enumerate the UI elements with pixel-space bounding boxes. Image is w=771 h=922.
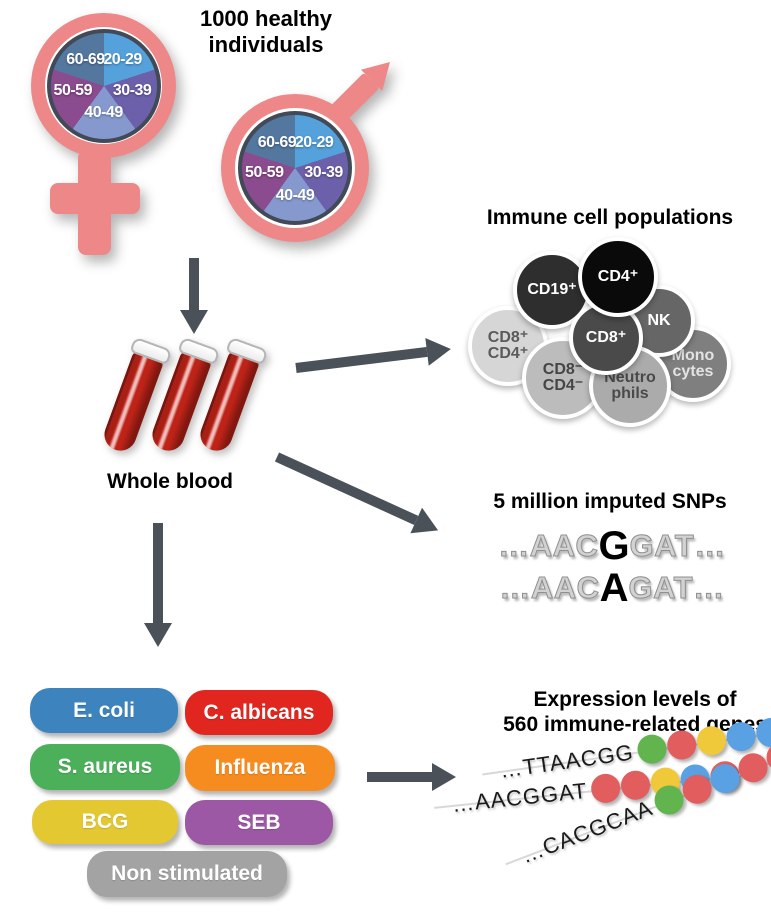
cell-cd4pos: CD4⁺ bbox=[578, 237, 658, 317]
arrow-blood-to-stimuli bbox=[144, 523, 172, 647]
age-slice-label: 40-49 bbox=[275, 186, 315, 204]
arrow-shaft bbox=[295, 346, 428, 373]
cell-label: CD19⁺ bbox=[527, 280, 577, 298]
arrow-cohort-to-blood bbox=[180, 258, 208, 334]
stimulus-label: SEB bbox=[237, 810, 281, 834]
red-dot bbox=[665, 728, 698, 762]
arrow-shaft bbox=[189, 258, 199, 310]
seq-suffix: GAT… bbox=[629, 528, 726, 564]
arrow-blood-to-cells bbox=[295, 335, 453, 380]
stimulus-influenza: Influenza bbox=[185, 745, 335, 791]
stimulus-label: Influenza bbox=[214, 756, 306, 779]
male-age-pie: 20-29 30-39 40-49 50-59 60-69 bbox=[238, 111, 352, 225]
blue-dot bbox=[724, 720, 758, 754]
arrow-stimuli-to-expression bbox=[367, 763, 456, 791]
expression-title-line1: Expression levels of bbox=[533, 688, 737, 711]
whole-blood-label: Whole blood bbox=[107, 470, 233, 493]
age-slice-label: 30-39 bbox=[112, 81, 152, 99]
age-slice-label: 40-49 bbox=[84, 104, 123, 122]
immune-cells-title: Immune cell populations bbox=[486, 206, 734, 229]
arrow-blood-to-snps bbox=[272, 446, 444, 544]
cell-label: CD8⁻ bbox=[542, 360, 584, 378]
seq-variant-allele: G bbox=[598, 524, 630, 568]
arrow-shaft bbox=[367, 772, 432, 782]
age-slice-label: 50-59 bbox=[245, 164, 284, 182]
cell-label: CD4⁻ bbox=[542, 377, 584, 394]
male-symbol: 20-29 30-39 40-49 50-59 60-69 bbox=[215, 50, 405, 250]
snp-sequence-ref: …AACGGAT… bbox=[462, 524, 762, 569]
cell-label: NK bbox=[647, 311, 671, 329]
cell-label: cytes bbox=[672, 363, 714, 380]
cell-label: CD4⁺ bbox=[487, 345, 529, 362]
snps-title: 5 million imputed SNPs bbox=[493, 490, 727, 513]
age-slice-label: 50-59 bbox=[53, 81, 93, 99]
arrow-head-icon bbox=[144, 623, 172, 647]
age-slice-label: 20-29 bbox=[294, 133, 334, 151]
cell-label: phils bbox=[611, 385, 649, 402]
stimulus-label: S. aureus bbox=[57, 755, 153, 778]
cell-label: CD8⁺ bbox=[585, 328, 627, 346]
red-dot bbox=[589, 772, 622, 805]
cell-label: CD4⁺ bbox=[597, 267, 639, 285]
stimulus-label: C. albicans bbox=[203, 700, 315, 724]
female-ring: 20-29 30-39 40-49 50-59 60-69 bbox=[31, 13, 176, 158]
cohort-title: 1000 healthy individuals bbox=[199, 6, 333, 57]
green-dot bbox=[635, 732, 669, 766]
male-ring: 20-29 30-39 40-49 50-59 60-69 bbox=[221, 94, 369, 242]
arrow-shaft bbox=[274, 452, 419, 525]
stimulus-seb: SEB bbox=[185, 800, 333, 845]
arrow-head-icon bbox=[180, 310, 208, 334]
age-slice-label: 30-39 bbox=[304, 164, 343, 182]
age-slice-label: 20-29 bbox=[103, 51, 142, 69]
female-cross-bar bbox=[50, 183, 140, 214]
snp-sequence-alt: …AACAGAT… bbox=[462, 566, 762, 611]
blood-tubes bbox=[95, 336, 305, 468]
arrow-head-icon bbox=[425, 335, 453, 366]
arrow-shaft bbox=[153, 523, 163, 623]
arrow-head-icon bbox=[432, 763, 456, 791]
female-age-pie: 20-29 30-39 40-49 50-59 60-69 bbox=[46, 28, 161, 143]
seq-suffix: GAT… bbox=[628, 570, 725, 606]
seq-prefix: …AAC bbox=[498, 528, 599, 564]
female-symbol: 20-29 30-39 40-49 50-59 60-69 bbox=[25, 10, 205, 260]
cell-label: Mono bbox=[671, 346, 715, 364]
stimulus-saureus: S. aureus bbox=[30, 744, 180, 790]
stimulus-non-stimulated: Non stimulated bbox=[87, 851, 287, 897]
blue-dot bbox=[754, 716, 771, 749]
stimulus-label: Non stimulated bbox=[111, 862, 263, 885]
age-slice-label: 60-69 bbox=[257, 133, 297, 151]
stimulus-label: BCG bbox=[81, 810, 129, 833]
stimulus-bcg: BCG bbox=[32, 800, 178, 844]
arrow-head-icon bbox=[410, 507, 444, 544]
seq-variant-allele: A bbox=[599, 566, 629, 610]
cell-label: CD8⁺ bbox=[487, 328, 529, 346]
seq-prefix: …AAC bbox=[499, 570, 600, 606]
yellow-dot bbox=[694, 724, 728, 758]
stimulus-calbicans: C. albicans bbox=[185, 690, 333, 735]
age-slice-label: 60-69 bbox=[66, 51, 105, 69]
stimulus-ecoli: E. coli bbox=[30, 688, 178, 733]
strand-sequence: …AACGGAT bbox=[450, 777, 589, 817]
stimulus-label: E. coli bbox=[73, 698, 135, 722]
